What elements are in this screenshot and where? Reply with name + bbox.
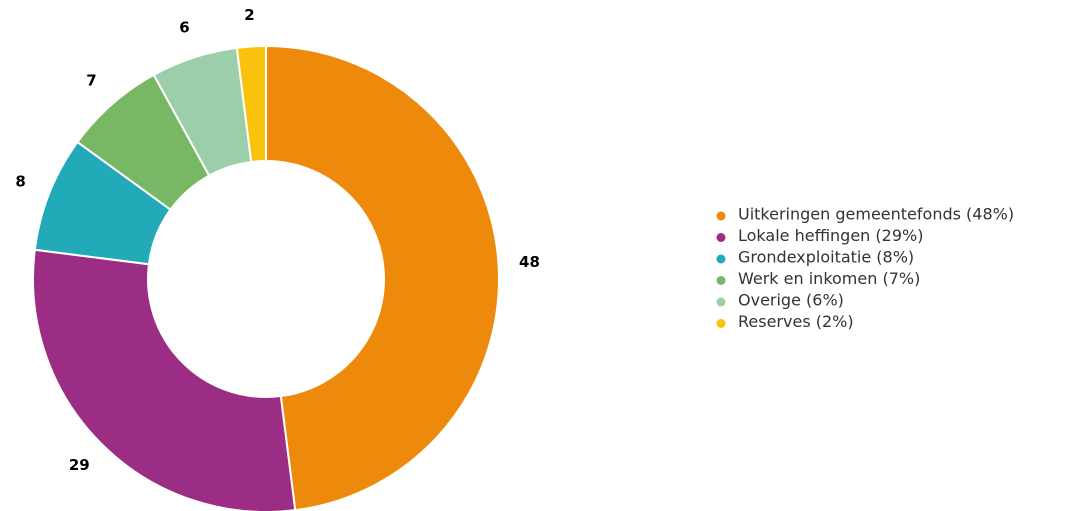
data-label: 29	[69, 456, 90, 474]
data-label: 48	[519, 253, 540, 271]
legend-swatch	[716, 319, 726, 328]
legend-label: Overige (6%)	[738, 291, 844, 310]
legend-label: Lokale heffingen (29%)	[738, 226, 923, 245]
legend-swatch	[716, 276, 726, 285]
data-label: 6	[179, 18, 189, 36]
legend-swatch	[716, 211, 726, 221]
data-label: 2	[244, 6, 254, 24]
legend-swatch	[716, 254, 726, 264]
slice	[265, 44, 500, 511]
legend-label: Grondexploitatie (8%)	[738, 248, 914, 267]
legend-swatch	[716, 297, 726, 307]
slice	[32, 248, 297, 511]
slice	[235, 44, 267, 164]
data-label: 7	[86, 71, 96, 89]
legend-label: Werk en inkomen (7%)	[738, 269, 920, 288]
legend-label: Reserves (2%)	[738, 312, 854, 331]
data-label: 8	[15, 172, 25, 190]
legend-swatch	[716, 233, 726, 242]
legend-label: Uitkeringen gemeentefonds (48%)	[738, 205, 1014, 224]
